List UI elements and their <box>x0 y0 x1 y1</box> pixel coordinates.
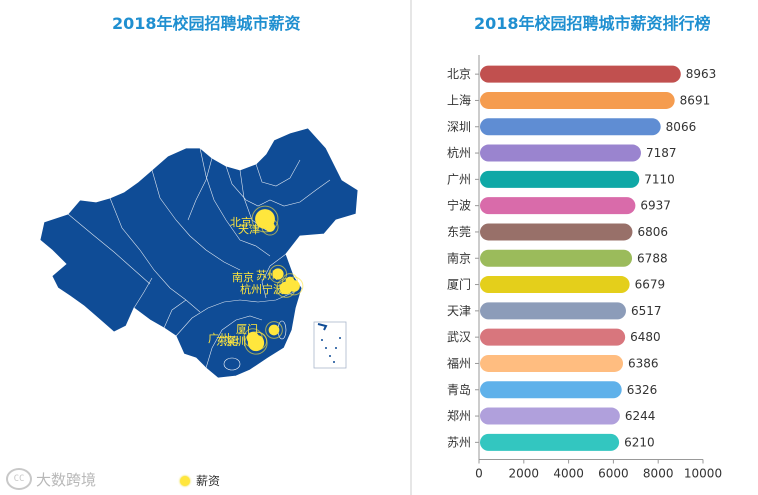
city-point-ring <box>261 218 279 236</box>
city-point-ring <box>284 276 304 296</box>
city-point[interactable] <box>272 268 284 280</box>
city-point[interactable] <box>247 334 265 352</box>
watermark-logo: CC <box>6 468 32 490</box>
bar-value-label: 8066 <box>666 120 697 134</box>
category-label: 武汉 <box>447 330 471 344</box>
bar[interactable] <box>480 249 633 267</box>
bar-value-label: 6679 <box>635 278 666 292</box>
bar[interactable] <box>480 118 661 136</box>
category-label: 北京 <box>447 67 471 81</box>
bar[interactable] <box>480 276 630 294</box>
bar-value-label: 6937 <box>640 199 671 213</box>
bar-value-label: 6244 <box>625 409 656 423</box>
x-tick-label: 6000 <box>598 467 629 481</box>
panel-divider <box>410 0 412 495</box>
bar-value-label: 7110 <box>644 172 675 186</box>
province-borders <box>67 147 331 369</box>
x-tick-label: 2000 <box>509 467 540 481</box>
bar[interactable] <box>480 65 681 83</box>
city-label: 天津 <box>238 223 260 236</box>
city-point[interactable] <box>268 324 280 336</box>
bar-value-label: 6480 <box>630 330 661 344</box>
bar[interactable] <box>480 302 626 320</box>
bar[interactable] <box>480 433 620 451</box>
city-label: 南京 <box>232 270 254 284</box>
bar-value-label: 6326 <box>627 383 658 397</box>
city-point-ring <box>251 205 279 233</box>
bar-value-label: 6386 <box>628 356 659 370</box>
x-tick-label: 0 <box>475 467 483 481</box>
bar-value-label: 8963 <box>686 67 717 81</box>
salary-ranking-chart: 北京 8963 上海 8691 深圳 8066 杭州 7187 广州 7110 宁波 6937 东莞 68… <box>447 55 722 481</box>
category-label: 宁波 <box>447 198 471 213</box>
map-legend[interactable]: 薪资 <box>180 472 220 489</box>
bar[interactable] <box>480 170 640 188</box>
legend-label: 薪资 <box>196 474 221 488</box>
city-label: 北京 <box>230 215 252 229</box>
bar[interactable] <box>480 354 624 372</box>
category-label: 天津 <box>447 304 471 318</box>
watermark-text: 大数跨境 <box>36 470 97 489</box>
city-label: 深圳 <box>224 335 246 348</box>
china-mainland <box>39 127 359 379</box>
category-label: 广州 <box>447 172 471 186</box>
city-label: 杭州 <box>240 282 262 296</box>
city-label: 东莞 <box>216 335 238 348</box>
category-label: 杭州 <box>447 145 471 160</box>
category-label: 郑州 <box>447 408 471 423</box>
category-label: 上海 <box>447 92 471 107</box>
hainan-island <box>223 357 241 371</box>
watermark: CC 大数跨境 <box>6 468 96 490</box>
bar[interactable] <box>480 381 622 399</box>
category-label: 青岛 <box>447 382 471 397</box>
bar[interactable] <box>480 328 626 346</box>
city-label: 宁波 <box>262 282 284 296</box>
city-point[interactable] <box>288 280 300 292</box>
map-title: 2018年校园招聘城市薪资 <box>112 14 301 33</box>
bar[interactable] <box>480 197 636 215</box>
bar-value-label: 8691 <box>680 93 711 107</box>
category-label: 苏州 <box>447 435 471 449</box>
south-china-sea-inset <box>313 321 347 369</box>
bar[interactable] <box>480 91 675 109</box>
city-point-ring <box>265 321 283 339</box>
x-tick-label: 8000 <box>643 467 674 481</box>
bar[interactable] <box>480 223 633 241</box>
legend-marker <box>180 475 190 486</box>
city-point-ring <box>244 331 268 355</box>
category-label: 福州 <box>447 355 471 370</box>
category-label: 南京 <box>447 250 471 265</box>
bar-value-label: 6806 <box>637 225 668 239</box>
bar[interactable] <box>480 407 620 425</box>
city-label: 广州 <box>208 332 230 345</box>
category-label: 东莞 <box>447 225 471 239</box>
category-label: 厦门 <box>447 277 471 292</box>
ranking-title: 2018年校园招聘城市薪资排行榜 <box>474 14 711 33</box>
city-label: 苏州 <box>256 269 278 282</box>
x-tick-label: 4000 <box>553 467 584 481</box>
category-label: 深圳 <box>447 120 471 134</box>
bar-value-label: 6210 <box>624 435 655 449</box>
bar[interactable] <box>480 144 641 162</box>
bar-value-label: 6517 <box>631 304 662 318</box>
x-tick-label: 10000 <box>684 467 722 481</box>
city-point[interactable] <box>264 221 276 233</box>
bar-value-label: 6788 <box>637 251 668 265</box>
bar-value-label: 7187 <box>646 146 677 160</box>
